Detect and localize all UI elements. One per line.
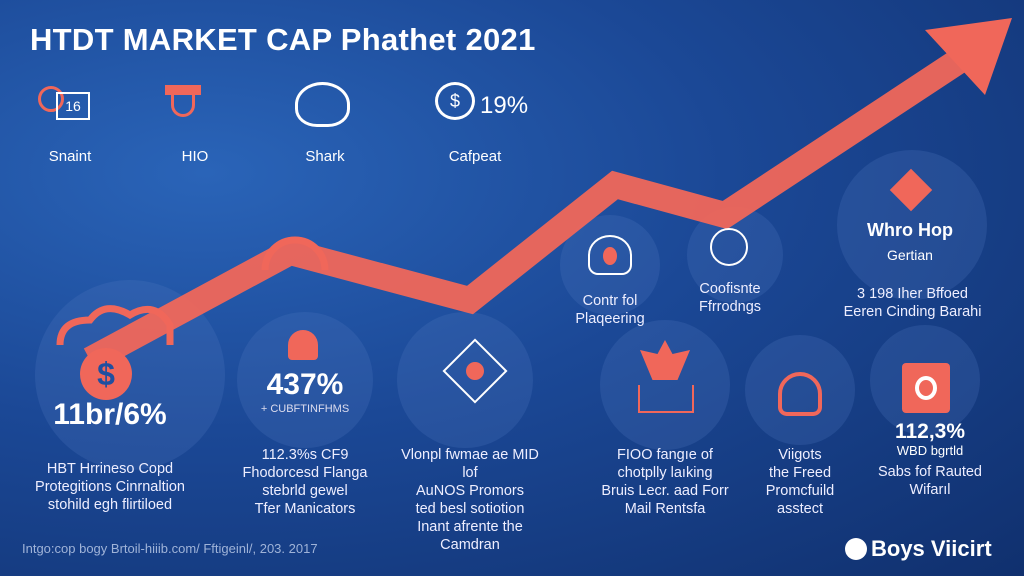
fingerprint-icon — [778, 372, 822, 416]
helmet-icon — [295, 82, 350, 127]
bottom-sub-6: WBD bgrtld — [896, 443, 964, 458]
logo-badge-icon — [845, 538, 867, 560]
bottom-caption-2: 112.3%s CF9 Fhodorcesd Flanga stebrld ge… — [242, 447, 368, 517]
mid-label-2: Coofisnte Ffrrodngs — [698, 281, 762, 315]
bottom-value-2: 437% — [266, 368, 344, 401]
page-title: HTDT MARKET CAP Phathet 2021 — [30, 22, 536, 57]
gear-chart-icon: 16 — [38, 82, 98, 132]
bottom-caption-3: Vlonpl fwmae ae MID lof AuNOS Promors te… — [401, 447, 539, 553]
icon-value: 16 — [56, 92, 90, 120]
person-icon — [288, 330, 318, 360]
speech-dollar-icon: $ — [435, 82, 475, 120]
bottom-caption-6: Sabs fof Rauted Wifarıl — [878, 464, 982, 498]
bottom-caption-5: Viigots the Freed Promcfuild asstect — [765, 447, 835, 517]
top-label-2: HIO — [181, 148, 209, 165]
flame-bell-icon — [588, 235, 632, 275]
source-footer: Intgo:cop bogy Brtoil-hiiib.com/ Fftigei… — [22, 541, 318, 556]
mid-label-1: Contr fol Plaqeering — [575, 293, 645, 327]
top-label-4: Cafpeat — [448, 148, 502, 165]
brand-logo: Boys Viicirt — [845, 536, 992, 562]
laptop-base — [638, 385, 694, 413]
tree-globe-icon — [710, 228, 748, 266]
top-label-1: Snaint — [48, 148, 92, 165]
top-stat: 19% — [480, 92, 529, 119]
target-card-icon — [902, 363, 950, 413]
logo-text: Boys Viicirt — [871, 536, 992, 561]
mid-label-3: 3 198 Iher Bffoed Eeren Cinding Barahi — [843, 286, 982, 320]
dollar-icon: $ — [80, 348, 132, 400]
top-label-3: Shark — [305, 148, 345, 165]
bottom-value-1: 11br/6% — [53, 398, 167, 431]
bottom-caption-1: HBT Hrrineso Copd Protegitions Cinrnalti… — [35, 461, 185, 513]
bottom-value-6: 112,3% — [894, 420, 966, 443]
shield-icon — [165, 85, 205, 125]
bottom-sub-2: + CUBFTINFHMS — [260, 403, 350, 415]
bottom-caption-4: FIOO fangıe of chotplly laıking Bruis Le… — [601, 447, 729, 517]
mid-heading: Whro Hop — [867, 220, 953, 240]
mid-sub: Gertian — [887, 247, 933, 263]
